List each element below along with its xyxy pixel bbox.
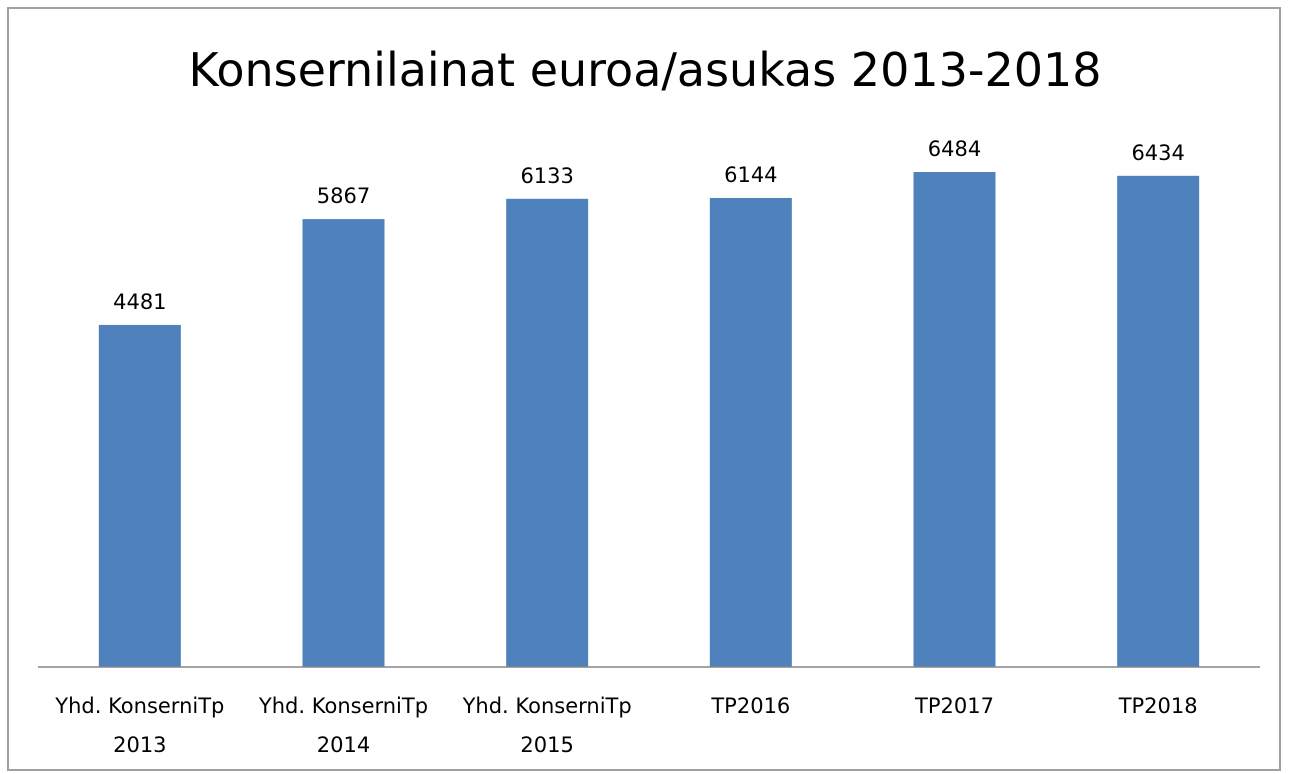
data-label: 5867 xyxy=(317,184,370,208)
x-tick-label: TP2016 xyxy=(711,694,791,718)
data-label: 6144 xyxy=(724,163,777,187)
chart-frame xyxy=(7,7,1281,771)
bar xyxy=(1117,175,1200,668)
data-label: 4481 xyxy=(113,290,166,314)
chart-title: Konsernilainat euroa/asukas 2013-2018 xyxy=(188,43,1101,97)
data-label: 6484 xyxy=(928,137,981,161)
bar xyxy=(98,324,181,667)
x-tick-label: TP2017 xyxy=(915,694,994,718)
x-tick-label: TP2018 xyxy=(1118,694,1198,718)
x-tick-label: Yhd. KonserniTp 2013 xyxy=(55,694,225,757)
bar xyxy=(709,197,792,667)
bar xyxy=(913,172,996,667)
x-tick-label: Yhd. KonserniTp 2015 xyxy=(462,694,632,757)
bar xyxy=(302,219,385,667)
data-label: 6434 xyxy=(1131,141,1184,165)
bar xyxy=(506,198,589,667)
data-label: 6133 xyxy=(520,164,573,188)
x-tick-label: Yhd. KonserniTp 2014 xyxy=(258,694,429,757)
